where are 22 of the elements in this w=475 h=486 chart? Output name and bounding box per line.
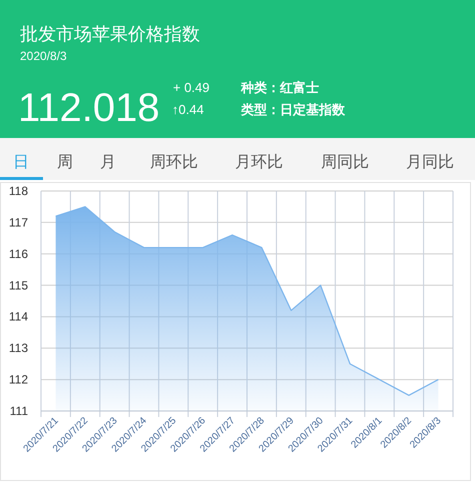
y-tick-label: 117 bbox=[8, 215, 28, 230]
text: ↑0.44 bbox=[172, 102, 204, 117]
y-tick-label: 112 bbox=[8, 372, 28, 387]
text: 种类：红富士 bbox=[240, 80, 319, 95]
text: 周 bbox=[57, 154, 73, 171]
text: 112.018 bbox=[18, 86, 160, 130]
text: 月同比 bbox=[406, 153, 454, 171]
text: 月 bbox=[100, 154, 116, 171]
text: 月环比 bbox=[235, 153, 283, 171]
y-tick-label: 111 bbox=[10, 404, 28, 418]
y-tick-label: 113 bbox=[8, 341, 28, 356]
text: 日 bbox=[13, 154, 29, 171]
text: 周环比 bbox=[150, 153, 198, 171]
text: 类型：日定基指数 bbox=[240, 102, 346, 117]
y-tick-label: 115 bbox=[8, 278, 28, 292]
text: 批发市场苹果价格指数 bbox=[20, 24, 200, 44]
y-tick-label: 114 bbox=[8, 310, 28, 324]
text: + 0.49 bbox=[173, 80, 210, 95]
text: 周同比 bbox=[321, 153, 369, 171]
text: 2020/8/3 bbox=[20, 49, 68, 63]
y-tick-label: 118 bbox=[8, 184, 28, 198]
y-tick-label: 116 bbox=[8, 246, 28, 261]
